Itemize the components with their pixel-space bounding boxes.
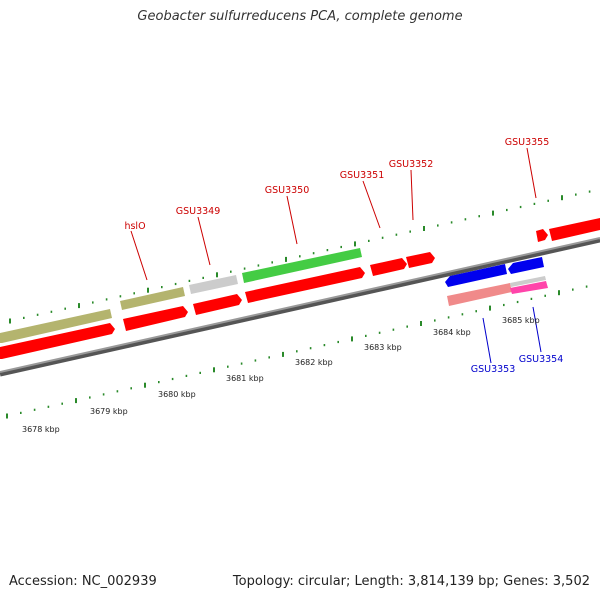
gene-feature[interactable]	[0, 323, 115, 359]
kbp-label: 3680 kbp	[158, 390, 196, 399]
gene-label-gsu3353[interactable]: GSU3353	[471, 364, 516, 375]
gene-feature[interactable]	[445, 264, 507, 287]
gene-label-gsu3350[interactable]: GSU3350	[265, 185, 310, 196]
kbp-label: 3678 kbp	[22, 425, 60, 434]
kbp-label: 3682 kbp	[295, 358, 333, 367]
accession-text: Accession: NC_002939	[9, 574, 157, 589]
gene-feature[interactable]	[123, 306, 188, 331]
gene-labels: hslO GSU3349 GSU3350 GSU3351 GSU3352 GSU…	[124, 137, 563, 375]
tick-marks	[6, 190, 591, 419]
gene-feature[interactable]	[242, 248, 362, 283]
gene-label-gsu3354[interactable]: GSU3354	[519, 354, 564, 365]
forward-track-inner	[0, 218, 600, 359]
forward-track-outer	[0, 248, 362, 343]
gene-feature[interactable]	[189, 275, 238, 294]
gene-feature[interactable]	[245, 267, 365, 303]
kbp-label: 3681 kbp	[226, 374, 264, 383]
backbone-line	[0, 237, 600, 377]
gene-feature[interactable]	[0, 309, 112, 343]
gene-feature[interactable]	[549, 218, 600, 241]
gene-label-gsu3352[interactable]: GSU3352	[389, 159, 434, 170]
gene-feature[interactable]	[536, 229, 548, 242]
gene-feature[interactable]	[510, 281, 548, 294]
kbp-label: 3679 kbp	[90, 407, 128, 416]
kbp-label: 3685 kbp	[502, 316, 540, 325]
gene-feature[interactable]	[508, 257, 544, 274]
gene-label-gsu3355[interactable]: GSU3355	[505, 137, 550, 148]
gene-feature[interactable]	[120, 287, 185, 310]
reverse-track	[445, 257, 548, 306]
gene-feature[interactable]	[510, 276, 546, 287]
gene-label-hslo[interactable]: hslO	[124, 221, 145, 232]
genome-summary-text: Topology: circular; Length: 3,814,139 bp…	[232, 574, 590, 589]
gene-feature[interactable]	[406, 252, 435, 268]
kbp-labels: 3678 kbp 3679 kbp 3680 kbp 3681 kbp 3682…	[22, 316, 540, 434]
kbp-label: 3683 kbp	[364, 343, 402, 352]
gene-label-gsu3351[interactable]: GSU3351	[340, 170, 385, 181]
gene-label-gsu3349[interactable]: GSU3349	[176, 206, 221, 217]
gene-feature[interactable]	[370, 258, 407, 276]
kbp-label: 3684 kbp	[433, 328, 471, 337]
gene-feature[interactable]	[193, 294, 242, 315]
genome-title: Geobacter sulfurreducens PCA, complete g…	[137, 9, 463, 24]
gene-feature[interactable]	[447, 283, 512, 306]
callout-lines	[130, 147, 542, 364]
backbone-highlight	[0, 237, 600, 373]
